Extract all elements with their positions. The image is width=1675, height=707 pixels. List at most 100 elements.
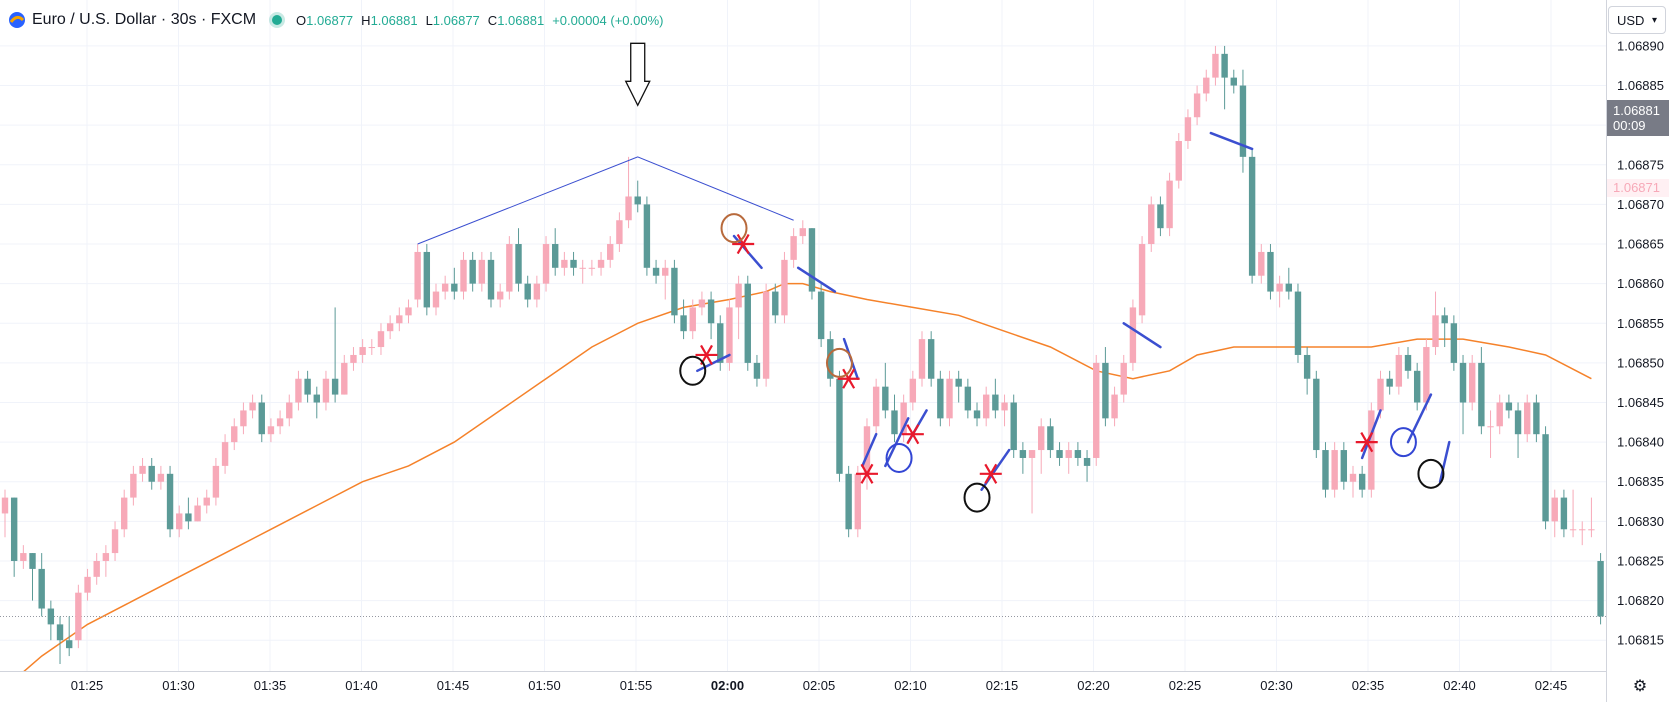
candle-body <box>1432 315 1439 348</box>
candle <box>1579 521 1586 546</box>
candle-body <box>212 465 220 498</box>
red-star-marker <box>979 463 1002 484</box>
candle-body <box>1569 529 1577 531</box>
candle <box>588 259 596 276</box>
time-tick-label: 02:25 <box>1169 678 1202 693</box>
candle-body <box>478 259 486 284</box>
candle-body <box>1597 560 1604 617</box>
candle-body <box>1028 450 1036 458</box>
time-tick-label: 02:05 <box>803 678 836 693</box>
last-price-tag: 1.06881 00:09 <box>1607 100 1669 136</box>
gear-icon[interactable]: ⚙ <box>1632 678 1648 695</box>
candle <box>139 457 146 482</box>
symbol-title[interactable]: Euro / U.S. Dollar · 30s · FXCM <box>32 11 257 28</box>
candle-body <box>1413 370 1421 403</box>
candle-body <box>597 259 605 268</box>
candle-body <box>1010 402 1017 451</box>
candle-body <box>1505 402 1513 411</box>
candle <box>744 275 751 371</box>
time-tick-label: 01:40 <box>345 678 378 693</box>
candle <box>341 354 348 395</box>
candle-body <box>102 553 110 561</box>
candle <box>432 283 440 316</box>
drawn-line <box>696 353 731 373</box>
candle-body <box>1230 77 1237 86</box>
time-tick-label: 01:45 <box>437 678 470 693</box>
time-tick-label: 01:25 <box>71 678 104 693</box>
candle <box>1221 45 1228 110</box>
candle <box>496 283 504 308</box>
candle <box>56 616 64 664</box>
market-open-dot-icon <box>272 15 283 25</box>
candle-body <box>607 244 614 260</box>
candle-body <box>872 386 880 427</box>
red-star-marker <box>901 424 924 445</box>
candle <box>221 434 229 474</box>
time-tick-label: 01:50 <box>528 678 561 693</box>
candle-body <box>148 465 155 482</box>
candle <box>946 370 953 427</box>
candle-body <box>295 378 302 403</box>
candle-body <box>176 513 183 530</box>
candle <box>75 584 82 649</box>
candle <box>487 251 495 308</box>
candle-body <box>1221 53 1228 78</box>
candle-body <box>882 386 889 411</box>
candle <box>93 553 100 585</box>
candle <box>249 394 256 419</box>
candle-body <box>460 259 467 292</box>
candle <box>1340 442 1348 490</box>
change-value: +0.00004 (+0.00%) <box>552 12 664 28</box>
candle <box>1093 354 1100 466</box>
candle-body <box>552 244 559 268</box>
candle-body <box>1193 93 1201 118</box>
candle <box>1395 347 1403 395</box>
candle-body <box>1469 362 1476 403</box>
candle-body <box>1542 434 1549 522</box>
candle <box>1322 442 1329 498</box>
candle-body <box>1175 141 1182 181</box>
candle-body <box>1340 450 1348 482</box>
candle-body <box>386 323 394 332</box>
candle-body <box>341 362 348 395</box>
time-tick-label: 02:40 <box>1443 678 1476 693</box>
candle-body <box>1056 450 1063 458</box>
candle <box>423 244 431 316</box>
candle <box>102 545 110 577</box>
ma-price-value: 1.06871 <box>1613 180 1660 195</box>
red-star-stroke <box>1360 432 1374 453</box>
candle <box>1111 386 1118 427</box>
candle <box>1019 442 1027 474</box>
candle-body <box>1450 323 1458 363</box>
candle-body <box>304 378 311 395</box>
candle <box>1212 45 1219 86</box>
currency-button[interactable]: USD ▾ <box>1608 6 1666 34</box>
candle <box>1450 315 1458 371</box>
candle <box>1129 299 1137 371</box>
candle <box>304 370 311 403</box>
candle <box>533 275 541 308</box>
chart-legend: Euro / U.S. Dollar · 30s · FXCM O 1.06877… <box>8 8 664 32</box>
candle-body <box>1579 529 1586 531</box>
candle <box>1413 362 1421 411</box>
drawn-line <box>884 417 910 468</box>
candle <box>1423 339 1430 411</box>
candle <box>964 378 972 419</box>
candle <box>1551 489 1558 538</box>
time-tick-label: 01:35 <box>254 678 287 693</box>
candle <box>441 275 449 300</box>
candle <box>781 251 788 324</box>
candle <box>1542 426 1549 530</box>
candle <box>1285 267 1292 300</box>
candle <box>836 370 843 482</box>
candle <box>1047 418 1054 458</box>
candle <box>918 331 926 387</box>
price-tick-label: 1.06830 <box>1617 514 1664 529</box>
candle-body <box>56 624 64 641</box>
down-arrow-icon <box>624 42 651 107</box>
candle-body <box>396 315 403 324</box>
candle <box>1065 442 1072 474</box>
candle <box>726 299 733 371</box>
